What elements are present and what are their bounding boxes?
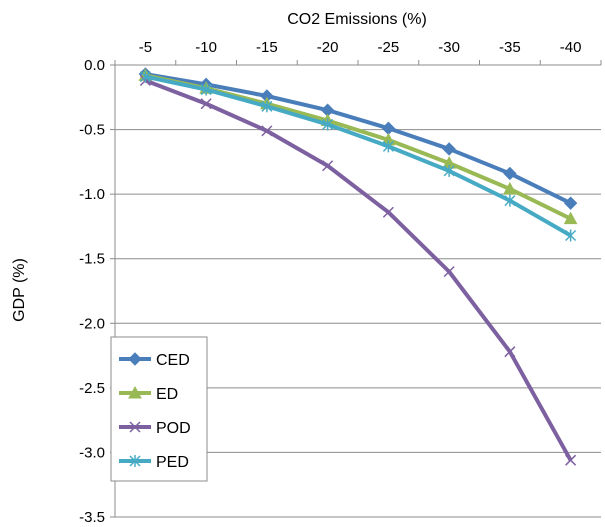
- legend-marker-pod: [129, 421, 141, 433]
- data-point-pod: [504, 346, 516, 358]
- data-point-ped: [139, 70, 151, 83]
- legend-label-ped: PED: [156, 454, 189, 471]
- data-point-ped: [200, 83, 212, 96]
- x-tick-label: -35: [499, 39, 521, 56]
- x-axis: -5 -10 -15 -20 -25 -30 -35 -40: [114, 39, 602, 65]
- series-line-ped: [144, 74, 572, 238]
- legend: CED ED POD PED: [110, 336, 208, 482]
- y-tick-label: -1.5: [79, 251, 105, 268]
- series-layer: [138, 67, 578, 466]
- x-tick-label: -40: [560, 39, 582, 56]
- data-point-ced: [503, 166, 517, 181]
- y-tick-label: -3.0: [79, 444, 105, 461]
- data-point-pod: [261, 125, 273, 137]
- data-point-pod: [200, 98, 212, 110]
- legend-label-pod: POD: [156, 420, 191, 437]
- x-marker-stroke: [443, 266, 455, 278]
- x-tick-label: -25: [378, 39, 400, 56]
- x-marker-stroke: [565, 454, 577, 466]
- data-point-pod: [565, 454, 577, 466]
- x-axis-title: CO2 Emissions (%): [287, 11, 427, 28]
- y-tick-label: -3.5: [79, 509, 105, 526]
- data-point-ed: [563, 211, 578, 225]
- data-point-pod: [322, 160, 334, 172]
- legend-label-ced: CED: [156, 352, 190, 369]
- data-point-ced: [381, 121, 396, 135]
- legend-marker-ced: [128, 352, 142, 366]
- data-point-ped: [504, 194, 516, 207]
- x-marker-stroke: [504, 346, 516, 358]
- data-point-pod: [443, 266, 455, 278]
- data-point-ped: [322, 118, 334, 131]
- x-tick-label: -10: [195, 39, 217, 56]
- y-axis-ticks: 0.0 -0.5 -1.0 -1.5 -2.0 -2.5 -3.0 -3.5: [79, 57, 105, 526]
- y-tick-label: -2.0: [79, 315, 105, 332]
- data-point-ped: [382, 140, 394, 153]
- x-tick-label: -5: [139, 39, 152, 56]
- data-point-ced: [563, 196, 578, 210]
- series-line-pod: [144, 78, 573, 462]
- series-line-ced: [145, 72, 572, 205]
- data-point-ped: [565, 229, 577, 242]
- y-axis-title: GDP (%): [11, 258, 28, 322]
- y-tick-label: 0.0: [84, 57, 105, 74]
- x-marker-stroke: [261, 125, 273, 137]
- x-marker-stroke: [382, 206, 394, 218]
- x-tick-label: -30: [438, 39, 460, 56]
- y-tick-label: -1.0: [79, 186, 105, 203]
- data-point-ped: [443, 164, 455, 177]
- y-tick-label: -2.5: [79, 380, 105, 397]
- data-point-pod: [382, 206, 394, 218]
- x-tick-label: -15: [256, 39, 278, 56]
- x-tick-label: -20: [317, 39, 339, 56]
- legend-label-ed: ED: [156, 386, 178, 403]
- legend-marker-ed: [128, 385, 142, 399]
- x-marker-stroke: [129, 421, 141, 433]
- data-point-ed: [503, 181, 517, 195]
- data-point-ped: [261, 100, 273, 113]
- x-marker-stroke: [322, 160, 334, 172]
- x-marker-stroke: [200, 98, 212, 110]
- legend-marker-ped: [129, 455, 141, 467]
- y-tick-label: -0.5: [79, 122, 105, 139]
- data-point-ced: [442, 142, 456, 156]
